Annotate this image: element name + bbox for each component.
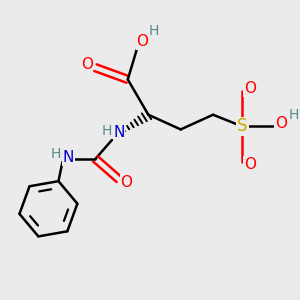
Text: H: H [289, 108, 299, 122]
Text: N: N [113, 125, 125, 140]
Text: H: H [102, 124, 112, 138]
Text: S: S [237, 118, 248, 136]
Text: O: O [244, 81, 256, 96]
Text: O: O [244, 157, 256, 172]
Text: O: O [120, 175, 132, 190]
Text: H: H [51, 146, 61, 161]
Text: O: O [136, 34, 148, 49]
Text: O: O [81, 57, 93, 72]
Text: N: N [63, 150, 74, 165]
Text: O: O [274, 116, 286, 131]
Text: H: H [149, 24, 159, 38]
